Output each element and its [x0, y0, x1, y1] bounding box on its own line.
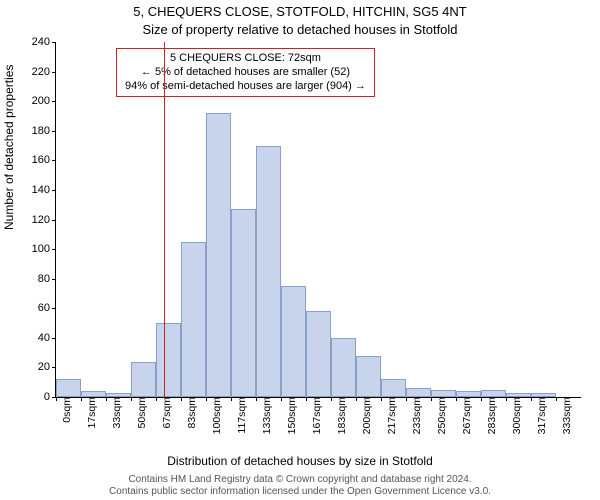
x-tick-mark	[531, 397, 532, 401]
histogram-bar	[406, 388, 431, 397]
x-tick: 17sqm	[84, 397, 98, 429]
x-tick-mark	[281, 397, 282, 401]
histogram-bar	[481, 390, 506, 397]
histogram-bar	[281, 286, 306, 397]
chart-container: 5, CHEQUERS CLOSE, STOTFOLD, HITCHIN, SG…	[0, 0, 600, 500]
histogram-bar	[306, 311, 331, 397]
y-tick: 160	[32, 154, 56, 166]
annotation-box: 5 CHEQUERS CLOSE: 72sqm ← 5% of detached…	[116, 48, 375, 97]
histogram-bar	[56, 379, 81, 397]
y-tick: 200	[32, 95, 56, 107]
x-tick-mark	[231, 397, 232, 401]
x-tick-mark	[406, 397, 407, 401]
histogram-bar	[206, 113, 231, 397]
y-tick: 120	[32, 214, 56, 226]
x-tick: 267sqm	[459, 397, 473, 434]
annotation-line3: 94% of semi-detached houses are larger (…	[125, 80, 366, 94]
x-tick: 50sqm	[134, 397, 148, 429]
annotation-line1: 5 CHEQUERS CLOSE: 72sqm	[125, 52, 366, 66]
y-tick: 40	[38, 332, 56, 344]
x-tick: 333sqm	[559, 397, 573, 434]
y-tick: 100	[32, 243, 56, 255]
x-tick: 167sqm	[309, 397, 323, 434]
x-tick-mark	[356, 397, 357, 401]
histogram-bar	[181, 242, 206, 397]
x-tick-mark	[456, 397, 457, 401]
histogram-bar	[356, 356, 381, 397]
y-tick: 220	[32, 66, 56, 78]
x-tick: 67sqm	[159, 397, 173, 429]
x-tick-mark	[481, 397, 482, 401]
histogram-bar	[131, 362, 156, 398]
x-tick-mark	[156, 397, 157, 401]
x-tick: 300sqm	[509, 397, 523, 434]
y-tick: 240	[32, 36, 56, 48]
x-tick-mark	[56, 397, 57, 401]
chart-subtitle: Size of property relative to detached ho…	[0, 22, 600, 37]
x-tick-mark	[331, 397, 332, 401]
x-tick: 100sqm	[209, 397, 223, 434]
histogram-bar	[431, 390, 456, 397]
copyright-notice: Contains HM Land Registry data © Crown c…	[0, 474, 600, 498]
y-tick: 60	[38, 302, 56, 314]
x-tick: 33sqm	[109, 397, 123, 429]
chart-title-address: 5, CHEQUERS CLOSE, STOTFOLD, HITCHIN, SG…	[0, 4, 600, 19]
x-axis-label: Distribution of detached houses by size …	[0, 454, 600, 468]
x-tick-mark	[431, 397, 432, 401]
x-tick: 283sqm	[484, 397, 498, 434]
histogram-bar	[156, 323, 181, 397]
x-tick: 133sqm	[259, 397, 273, 434]
plot-area: 5 CHEQUERS CLOSE: 72sqm ← 5% of detached…	[55, 42, 581, 398]
x-tick: 233sqm	[409, 397, 423, 434]
x-tick: 117sqm	[234, 397, 248, 434]
x-tick-mark	[106, 397, 107, 401]
x-tick-mark	[381, 397, 382, 401]
x-tick-mark	[556, 397, 557, 401]
histogram-bar	[256, 146, 281, 397]
x-tick: 83sqm	[184, 397, 198, 429]
x-tick: 183sqm	[334, 397, 348, 434]
x-tick: 150sqm	[284, 397, 298, 434]
y-tick: 0	[44, 391, 56, 403]
y-tick: 180	[32, 125, 56, 137]
x-tick: 217sqm	[384, 397, 398, 434]
y-tick: 140	[32, 184, 56, 196]
x-tick-mark	[256, 397, 257, 401]
x-tick-mark	[306, 397, 307, 401]
x-tick-mark	[181, 397, 182, 401]
histogram-bar	[331, 338, 356, 397]
y-tick: 20	[38, 361, 56, 373]
x-tick: 200sqm	[359, 397, 373, 434]
x-tick-mark	[206, 397, 207, 401]
x-tick-mark	[131, 397, 132, 401]
y-tick: 80	[38, 273, 56, 285]
x-tick: 317sqm	[534, 397, 548, 434]
x-tick-mark	[506, 397, 507, 401]
annotation-line2: ← 5% of detached houses are smaller (52)	[125, 66, 366, 80]
histogram-bar	[381, 379, 406, 397]
copyright-line1: Contains HM Land Registry data © Crown c…	[0, 474, 600, 486]
x-tick: 250sqm	[434, 397, 448, 434]
copyright-line2: Contains public sector information licen…	[0, 486, 600, 498]
reference-line	[164, 42, 165, 397]
x-tick: 0sqm	[59, 397, 73, 423]
x-tick-mark	[81, 397, 82, 401]
histogram-bar	[231, 209, 256, 397]
y-axis-label: Number of detached properties	[2, 65, 16, 230]
